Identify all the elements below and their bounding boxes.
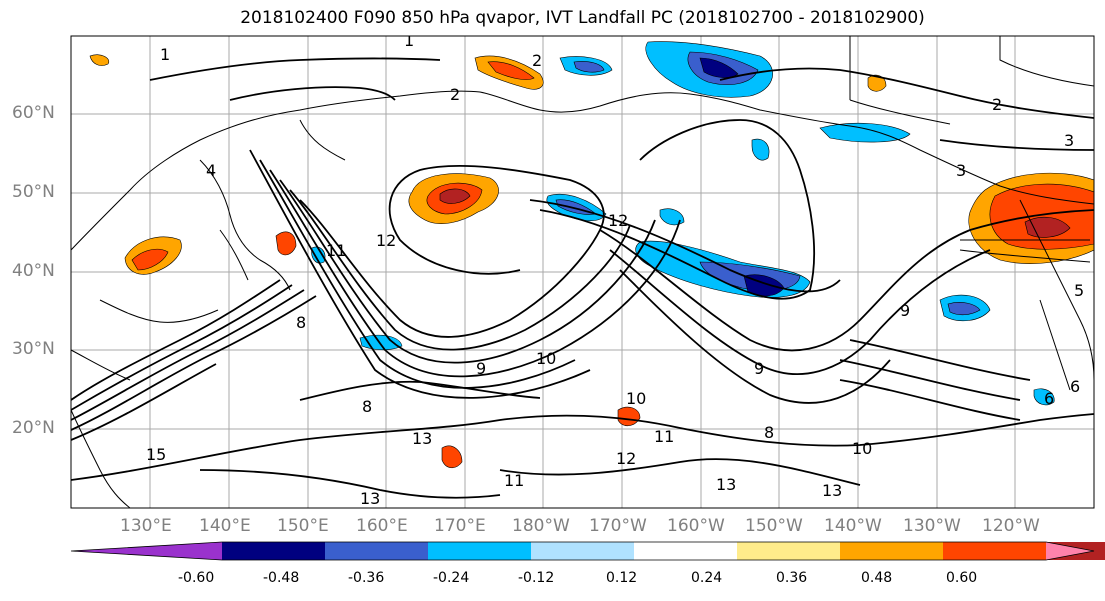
lat-label: 40°N: [12, 261, 55, 281]
contour-label: 2: [532, 51, 542, 70]
colorbar-tick: -0.36: [348, 570, 385, 586]
contour-label: 12: [616, 449, 636, 468]
lon-label: 140°W: [824, 516, 882, 536]
colorbar-tick: 0.24: [691, 570, 723, 586]
contour-label: 9: [476, 359, 486, 378]
contour-jet-east: [599, 209, 1094, 352]
contour-label: 8: [296, 313, 306, 332]
contour-label: 13: [716, 475, 736, 494]
lat-label: 20°N: [12, 418, 55, 438]
lon-label: 150°E: [277, 516, 329, 536]
contour-label: 3: [956, 161, 966, 180]
lon-label: 120°W: [982, 516, 1040, 536]
contour-label: 4: [206, 161, 216, 180]
contour-label: 6: [1044, 389, 1054, 408]
lat-label: 30°N: [12, 339, 55, 359]
contour-label: 9: [754, 359, 764, 378]
contour-labels: 1 1 2 3 4 12 12 2 2 3 5 6 6 8 9 9 9 10 1…: [146, 31, 1084, 508]
contour-label: 12: [608, 211, 628, 230]
coastlines: [71, 36, 1094, 508]
lon-label: 180°W: [512, 516, 570, 536]
lat-label: 60°N: [12, 103, 55, 123]
contour-trough-loop: [299, 164, 605, 338]
contour-label: 13: [412, 429, 432, 448]
colorbar-tick: 0.12: [606, 570, 638, 586]
contour-label: 2: [450, 85, 460, 104]
contour-north: [149, 57, 441, 81]
contour-label: 9: [900, 301, 910, 320]
colorbar-tick: -0.48: [263, 570, 300, 586]
contour-label: 10: [626, 389, 646, 408]
contour-label: 10: [536, 349, 556, 368]
contour-label: 6: [1070, 377, 1080, 396]
contour-ridge: [539, 119, 815, 300]
contour-label: 8: [362, 397, 372, 416]
contour-label: 13: [822, 481, 842, 500]
map-frame: [70, 35, 1095, 509]
lon-label: 150°W: [745, 516, 803, 536]
colorbar-tick: 0.48: [861, 570, 893, 586]
colorbar-tick: 0.60: [946, 570, 978, 586]
contour-label: 11: [326, 241, 346, 260]
lon-label: 140°E: [199, 516, 251, 536]
lon-label: 170°E: [434, 516, 486, 536]
colorbar-tick: -0.24: [433, 570, 470, 586]
contour-label: 1: [160, 45, 170, 64]
lat-label: 50°N: [12, 182, 55, 202]
contour-south: [71, 413, 1094, 481]
contour-label: 3: [1064, 131, 1074, 150]
map-title: 2018102400 F090 850 hPa qvapor, IVT Land…: [240, 8, 925, 28]
lon-label: 170°W: [589, 516, 647, 536]
contour-subtropical: [71, 279, 281, 401]
contour-label: 1: [404, 31, 414, 50]
contour-label: 5: [1074, 281, 1084, 300]
contour-label: 10: [852, 439, 872, 458]
contour-label: 2: [992, 95, 1002, 114]
colorbar-tick: 0.36: [776, 570, 808, 586]
lon-label: 130°E: [120, 516, 172, 536]
lon-label: 160°W: [667, 516, 725, 536]
contour-label: 12: [376, 231, 396, 250]
colorbar-tick: -0.12: [518, 570, 555, 586]
contour-label: 13: [360, 489, 380, 508]
contour-label: 11: [504, 471, 524, 490]
colorbar-tick: -0.60: [178, 570, 215, 586]
contour-label: 15: [146, 445, 166, 464]
qvapor-shading: [89, 41, 1094, 469]
contour-label: 11: [654, 427, 674, 446]
ivt-contours: [71, 57, 1094, 499]
lon-label: 160°E: [356, 516, 408, 536]
lon-label: 130°W: [903, 516, 961, 536]
contour-label: 8: [764, 423, 774, 442]
